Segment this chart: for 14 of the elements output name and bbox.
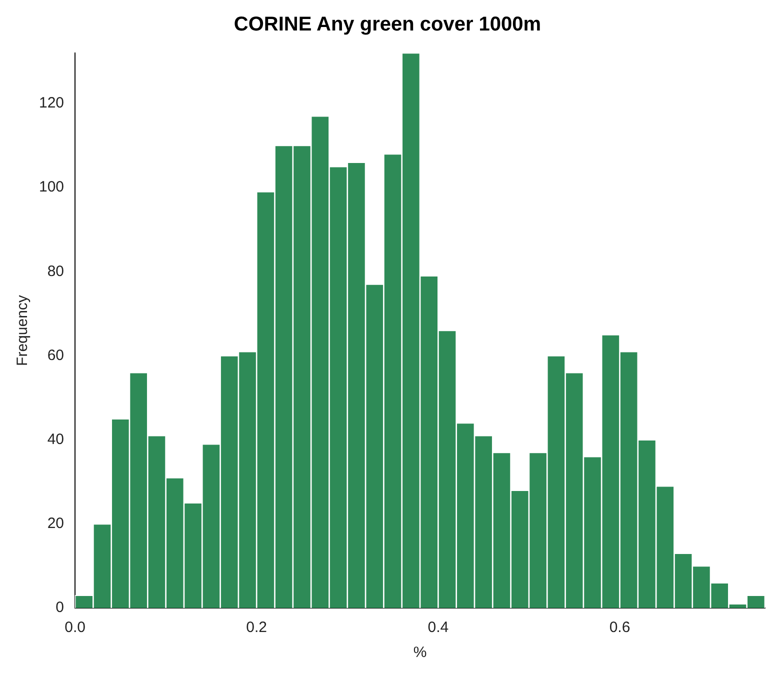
y-axis-title: Frequency [14, 294, 32, 366]
y-tick-label: 80 [47, 262, 64, 280]
y-tick-label: 40 [47, 430, 64, 448]
x-tick-label: 0.6 [609, 619, 630, 636]
y-tick-label: 0 [56, 599, 64, 616]
x-tick-label: 0.0 [64, 619, 86, 636]
y-tick-label: 20 [47, 515, 64, 532]
y-tick-label: 100 [38, 178, 64, 196]
chart-title: CORINE Any green cover 1000m [234, 14, 542, 36]
y-tick-label: 60 [47, 346, 64, 364]
x-axis-title: % [413, 644, 427, 662]
x-tick-label: 0.4 [428, 619, 449, 636]
y-tick-label: 120 [38, 94, 64, 112]
x-tick-label: 0.2 [246, 619, 268, 636]
